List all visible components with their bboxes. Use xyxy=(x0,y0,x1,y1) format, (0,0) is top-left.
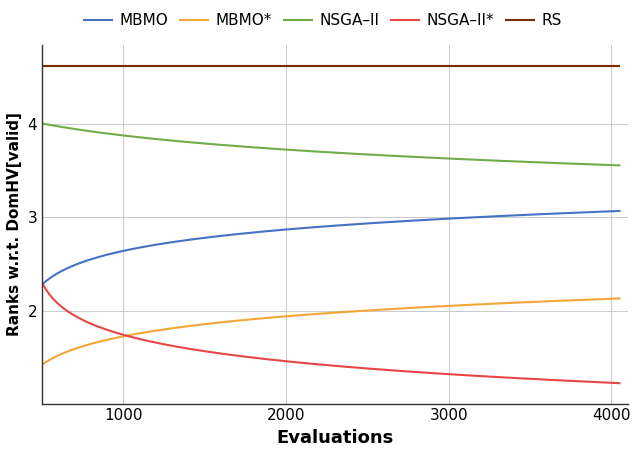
RS xyxy=(616,63,623,69)
MBMO* xyxy=(392,306,399,311)
RS xyxy=(525,63,532,69)
RS xyxy=(380,63,388,69)
NSGA–II xyxy=(38,121,46,126)
Line: MBMO: MBMO xyxy=(42,211,620,285)
NSGA–II* xyxy=(392,368,399,373)
MBMO* xyxy=(525,299,532,305)
NSGA–II xyxy=(392,153,399,159)
Line: MBMO*: MBMO* xyxy=(42,298,620,365)
Y-axis label: Ranks w.r.t. DomHV[valid]: Ranks w.r.t. DomHV[valid] xyxy=(7,113,22,336)
NSGA–II xyxy=(616,163,623,168)
NSGA–II* xyxy=(380,367,388,372)
Line: NSGA–II*: NSGA–II* xyxy=(42,283,620,383)
MBMO* xyxy=(40,360,48,366)
RS xyxy=(561,63,569,69)
NSGA–II* xyxy=(38,280,46,286)
MBMO xyxy=(561,210,569,216)
MBMO xyxy=(380,220,388,225)
Legend: MBMO, MBMO*, NSGA–II, NSGA–II*, RS: MBMO, MBMO*, NSGA–II, NSGA–II*, RS xyxy=(78,7,568,34)
X-axis label: Evaluations: Evaluations xyxy=(276,429,394,447)
MBMO xyxy=(392,219,399,224)
Line: NSGA–II: NSGA–II xyxy=(42,123,620,165)
NSGA–II* xyxy=(561,378,569,383)
NSGA–II xyxy=(380,153,388,158)
MBMO* xyxy=(380,307,388,312)
NSGA–II* xyxy=(382,367,390,373)
MBMO* xyxy=(616,296,623,301)
NSGA–II xyxy=(525,159,532,165)
NSGA–II xyxy=(561,161,569,166)
MBMO xyxy=(40,280,48,286)
MBMO xyxy=(382,220,390,225)
RS xyxy=(392,63,399,69)
MBMO xyxy=(525,212,532,217)
RS xyxy=(38,63,46,69)
MBMO* xyxy=(38,362,46,367)
MBMO* xyxy=(561,298,569,303)
MBMO* xyxy=(382,306,390,312)
NSGA–II* xyxy=(525,376,532,381)
NSGA–II xyxy=(40,121,48,127)
RS xyxy=(382,63,390,69)
RS xyxy=(40,63,48,69)
NSGA–II* xyxy=(40,284,48,289)
NSGA–II* xyxy=(616,380,623,386)
MBMO xyxy=(616,208,623,214)
NSGA–II xyxy=(382,153,390,158)
MBMO xyxy=(38,282,46,287)
